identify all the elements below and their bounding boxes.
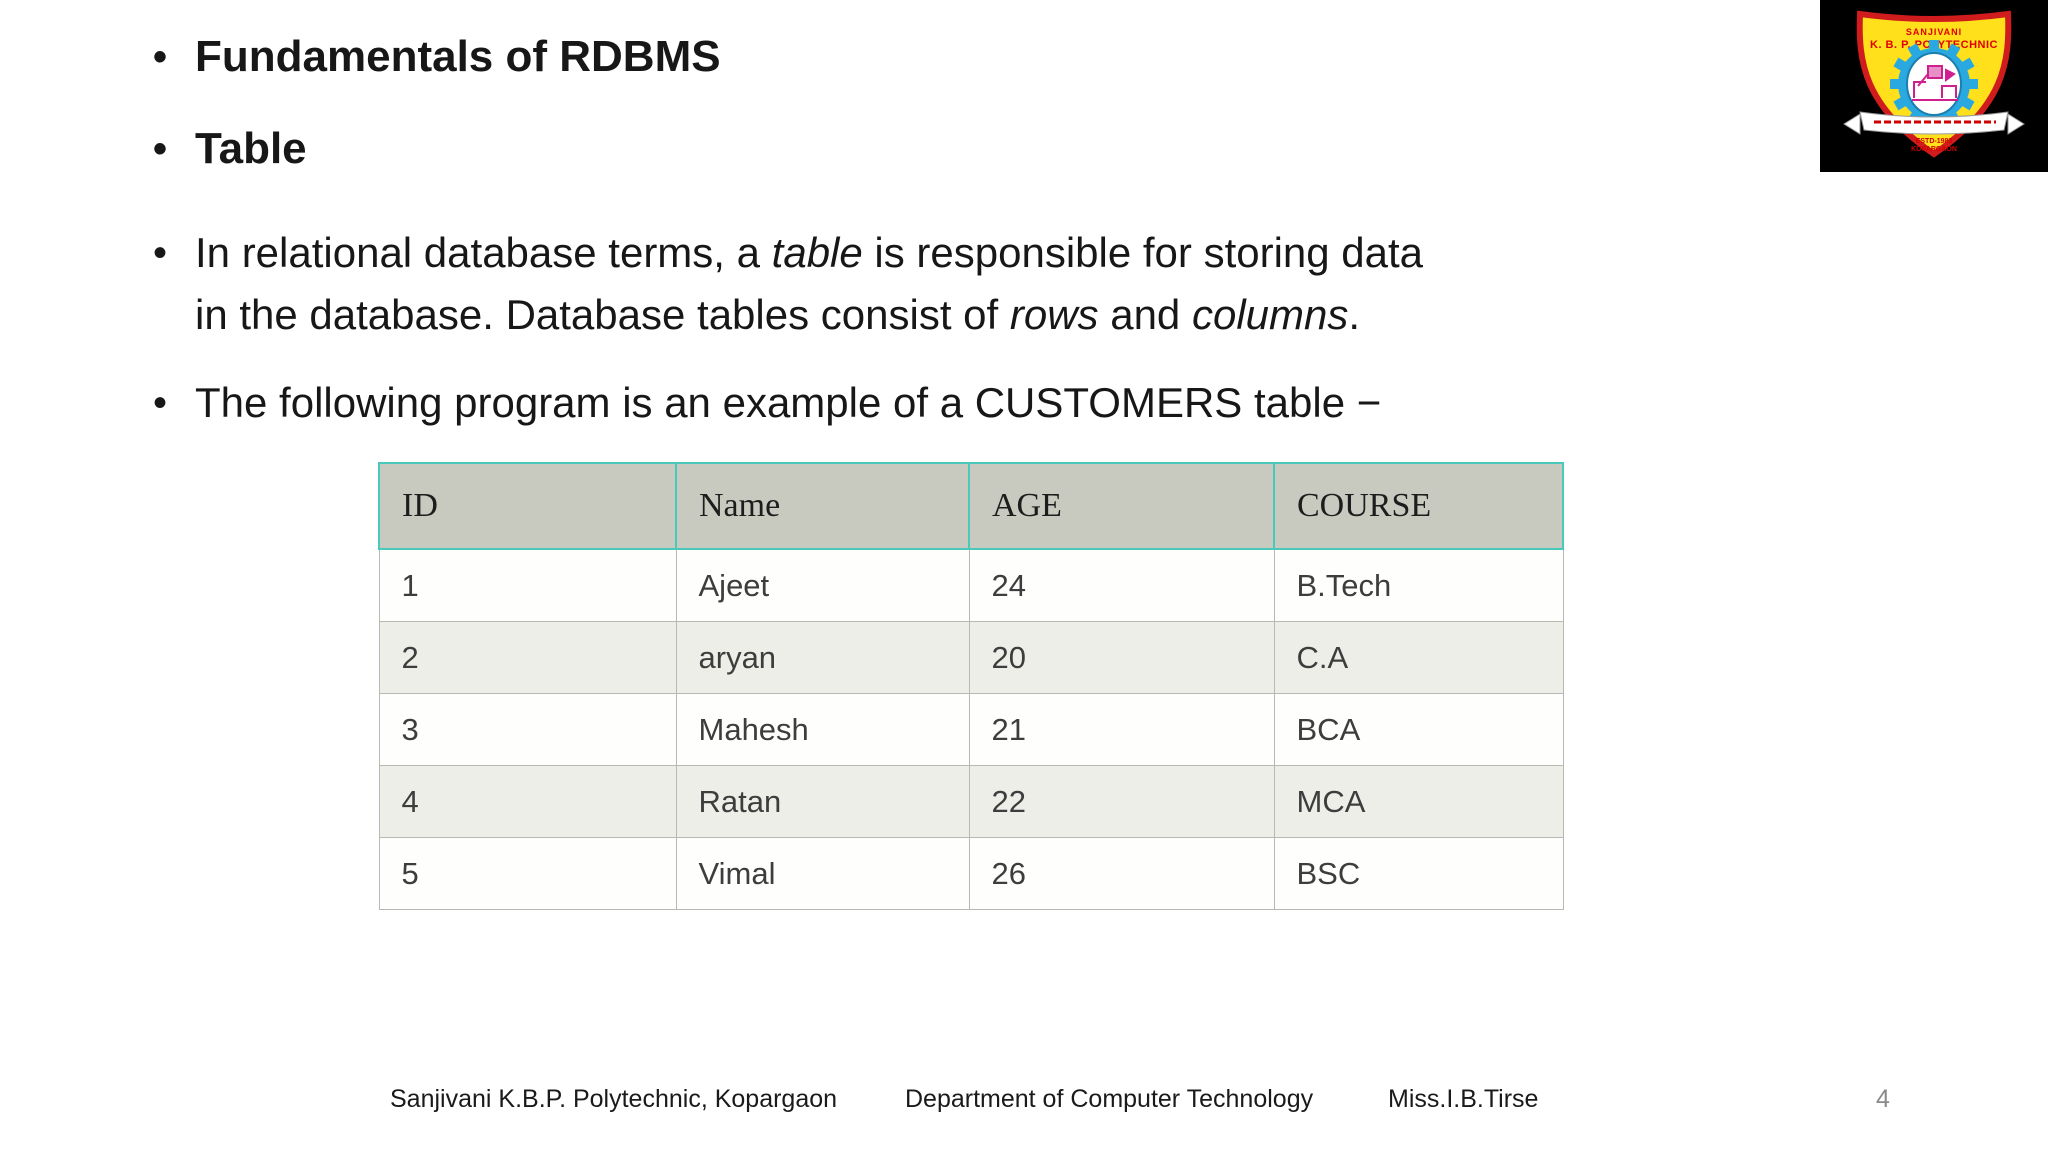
building-sketch-icon [1912,65,1958,101]
bullet-text: Fundamentals of RDBMS [195,32,721,81]
bullet-text-segment: in the database. Database tables consist… [195,291,1010,338]
table-cell: 20 [968,621,1275,694]
table-header-age: AGE [968,462,1275,550]
bullet-text: Table [195,124,307,173]
customers-table: ID Name AGE COURSE 1 Ajeet 24 B.Tech 2 a… [378,462,1564,910]
table-cell: 26 [968,837,1275,910]
bullet-text-segment: In relational database terms, a [195,229,772,276]
college-logo: SANJIVANI K. B. P. POLYTECHNIC [1820,0,2048,172]
table-header-course: COURSE [1273,462,1564,550]
table-cell: 21 [968,693,1275,766]
bullet-item-example: The following program is an example of a… [151,372,1711,434]
logo-estd-text: ESTD-1983 [1916,138,1953,145]
page-number: 4 [1876,1085,1890,1113]
table-header-row: ID Name AGE COURSE [378,462,1564,550]
footer-institute-label: Sanjivani K.B.P. Polytechnic, Kopargaon [390,1085,838,1113]
bullet-text-segment: . [1348,291,1361,338]
table-header-id: ID [378,462,677,550]
logo-city-text: KOPARGAON [1911,146,1957,153]
table-header-name: Name [675,462,970,550]
footer-department-label: Department of Computer Technology [905,1085,1314,1113]
logo-line1-text: SANJIVANI [1906,27,1962,37]
bullet-text-segment: is responsible for storing data [862,229,1424,276]
table-row: 5 Vimal 26 BSC [378,837,1564,910]
table-cell: C.A [1273,621,1564,694]
table-cell: 24 [968,548,1275,622]
table-cell: Mahesh [675,693,970,766]
table-cell: 4 [378,765,677,838]
table-cell: MCA [1273,765,1564,838]
footer-presenter-label: Miss.I.B.Tirse [1388,1085,1539,1113]
table-row: 2 aryan 20 C.A [378,621,1564,694]
bullet-item-table: Table [151,118,1711,180]
customers-table-region: ID Name AGE COURSE 1 Ajeet 24 B.Tech 2 a… [378,462,1564,910]
table-cell: BCA [1273,693,1564,766]
table-row: 3 Mahesh 21 BCA [378,693,1564,766]
ribbon-banner [1843,111,2025,135]
table-cell: aryan [675,621,970,694]
table-cell: BSC [1273,837,1564,910]
bullet-item-definition: In relational database terms, a table is… [151,222,1711,346]
gear-icon [1890,40,1978,128]
bullet-list: Fundamentals of RDBMS Table In relationa… [151,0,1711,434]
bullet-text-italic: table [771,229,863,276]
table-cell: Ajeet [675,548,970,622]
table-cell: 22 [968,765,1275,838]
table-row: 4 Ratan 22 MCA [378,765,1564,838]
table-cell: 1 [378,548,677,622]
bullet-item-fundamentals: Fundamentals of RDBMS [151,26,1711,88]
table-cell: 3 [378,693,677,766]
table-cell: 2 [378,621,677,694]
table-cell: B.Tech [1273,548,1564,622]
bullet-text-segment: and [1098,291,1192,338]
table-cell: 5 [378,837,677,910]
bullet-text: The following program is an example of a… [195,379,1382,426]
bullet-text-italic: columns [1191,291,1349,338]
table-cell: Ratan [675,765,970,838]
bullet-text-italic: rows [1009,291,1099,338]
table-row: 1 Ajeet 24 B.Tech [378,548,1564,622]
logo-shield-graphic: SANJIVANI K. B. P. POLYTECHNIC [1843,10,2025,158]
table-cell: Vimal [675,837,970,910]
